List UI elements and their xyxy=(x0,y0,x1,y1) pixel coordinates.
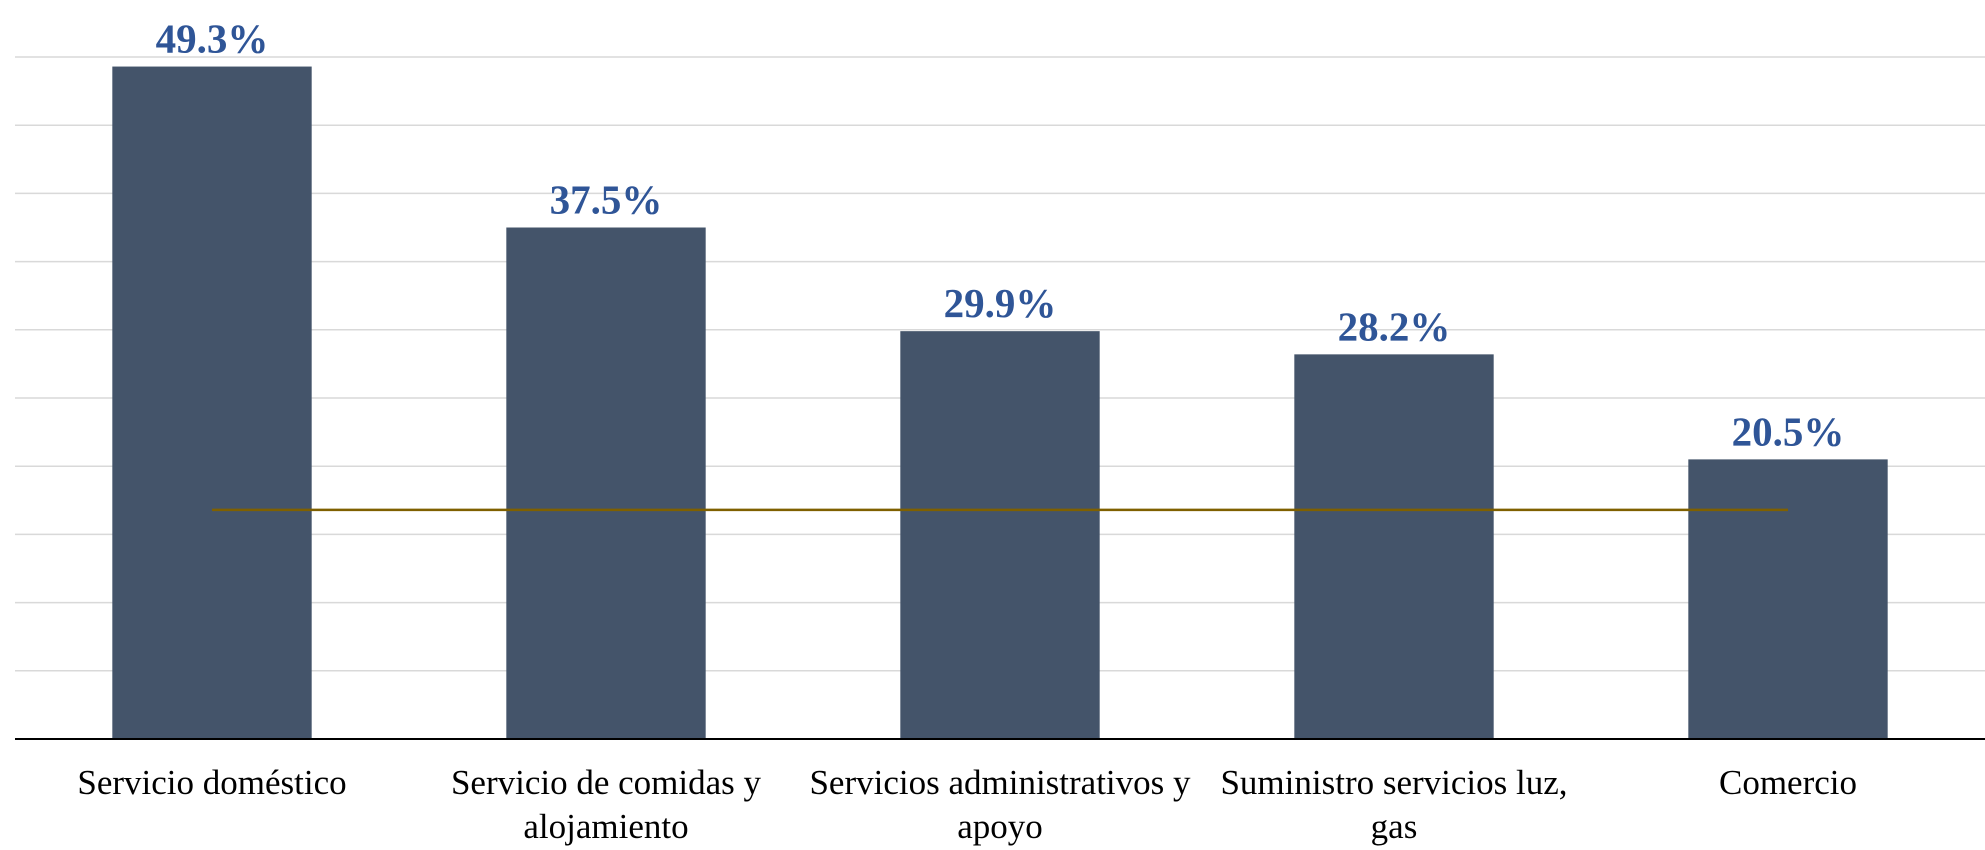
x-tick-label: Servicio de comidas y alojamiento xyxy=(450,763,762,846)
x-tick-label: Suministro servicios luz, gas xyxy=(1220,763,1568,846)
bar xyxy=(1294,354,1494,739)
bar xyxy=(506,227,706,739)
bar xyxy=(900,331,1100,739)
value-label: 37.5% xyxy=(550,177,663,223)
bar xyxy=(112,66,312,740)
x-tick-label: Servicios administrativos y apoyo xyxy=(809,763,1191,846)
x-tick-label: Comercio xyxy=(1718,763,1858,802)
x-tick-label: Servicio doméstico xyxy=(77,763,347,802)
value-label: 20.5% xyxy=(1732,408,1845,454)
value-label: 29.9% xyxy=(944,280,1057,326)
value-label: 49.3% xyxy=(156,16,269,62)
value-label: 28.2% xyxy=(1338,303,1451,349)
bar xyxy=(1688,459,1888,739)
